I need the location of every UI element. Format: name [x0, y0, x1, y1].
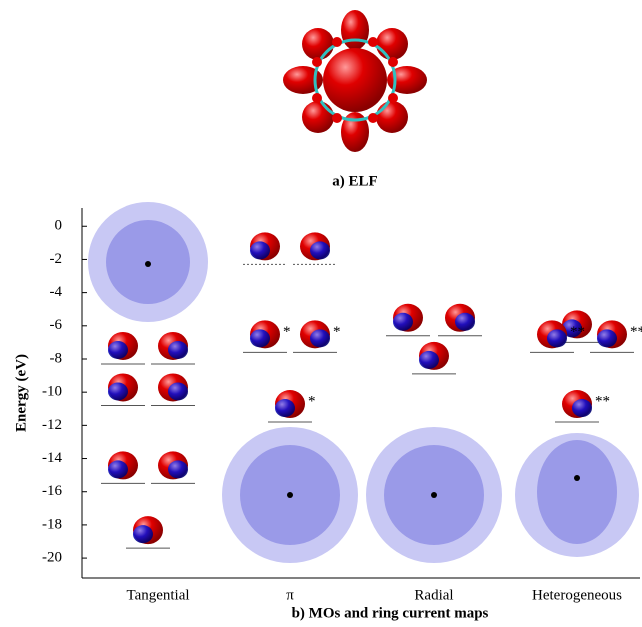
y-tick-label: -18 — [42, 516, 62, 532]
orbital — [250, 329, 270, 347]
y-tick-label: -14 — [42, 450, 62, 466]
y-tick-label: -20 — [42, 550, 62, 566]
y-tick-label: -8 — [50, 350, 63, 366]
y-tick-label: -2 — [50, 251, 63, 267]
y-tick-label: -6 — [50, 317, 63, 333]
y-tick-label: -16 — [42, 483, 62, 499]
orbital — [250, 241, 270, 259]
orbital — [455, 313, 475, 331]
y-tick-label: -4 — [50, 284, 63, 300]
orbital — [572, 399, 592, 417]
orbital — [133, 525, 153, 543]
orbital — [310, 241, 330, 259]
orbital — [108, 341, 128, 359]
orbital — [393, 313, 413, 331]
elf-image — [283, 10, 427, 152]
panel-title: a) ELF — [332, 173, 377, 189]
marker: * — [283, 324, 291, 340]
marker: ** — [630, 324, 642, 340]
orbital — [547, 329, 567, 347]
orbital — [310, 329, 330, 347]
y-tick-label: 0 — [55, 218, 63, 234]
y-axis-label: Energy (eV) — [13, 354, 29, 432]
marker: ** — [570, 324, 585, 340]
orbital — [108, 460, 128, 478]
marker: ** — [595, 393, 610, 409]
x-axis-label: b) MOs and ring current maps — [292, 605, 489, 621]
figure: a) ELF Energy (eV) b) MOs and ring curre… — [0, 0, 642, 627]
orbital — [168, 341, 188, 359]
orbital — [419, 351, 439, 369]
y-tick-label: -12 — [42, 417, 62, 433]
marker: * — [308, 393, 316, 409]
x-tick-label: π — [286, 587, 294, 603]
x-tick-label: Radial — [414, 587, 453, 603]
marker: * — [333, 324, 341, 340]
y-tick-label: -10 — [42, 384, 62, 400]
orbital — [597, 329, 617, 347]
x-tick-label: Tangential — [126, 587, 189, 603]
orbital — [275, 399, 295, 417]
orbital — [108, 382, 128, 400]
orbital — [168, 382, 188, 400]
orbital — [168, 460, 188, 478]
x-tick-label: Heterogeneous — [532, 587, 622, 603]
